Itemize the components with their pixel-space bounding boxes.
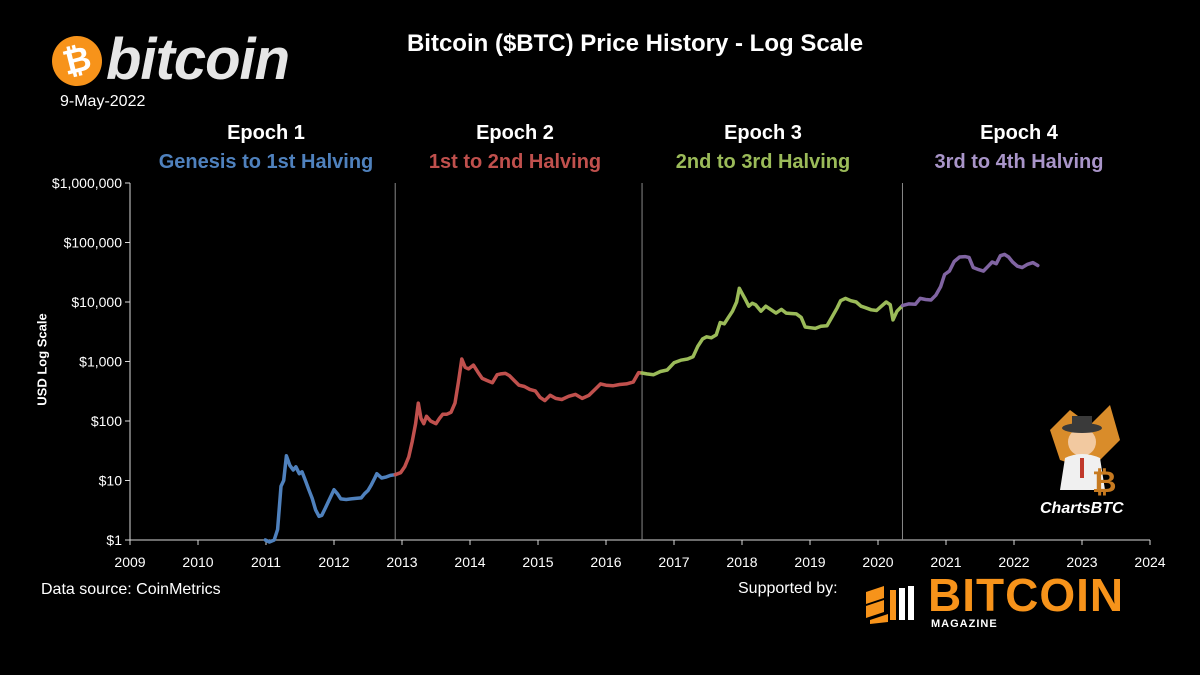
chartsbtc-label: ChartsBTC	[1040, 500, 1124, 517]
y-tick-label: $1,000,000	[52, 175, 122, 191]
epoch-4-name: Epoch 4	[980, 122, 1058, 144]
data-source: Data source: CoinMetrics	[41, 581, 221, 598]
y-tick-label: $10,000	[71, 294, 122, 310]
y-tick-label: $1,000	[79, 354, 122, 370]
x-tick-label: 2009	[114, 554, 145, 570]
x-tick-label: 2021	[930, 554, 961, 570]
y-tick-label: $10	[99, 473, 123, 489]
chart-date: 9-May-2022	[60, 93, 146, 110]
y-tick-label: $100	[91, 413, 122, 429]
bitcoin-magazine-wordmark: BITCOIN	[928, 569, 1125, 621]
x-tick-label: 2015	[522, 554, 553, 570]
chart-title: Bitcoin ($BTC) Price History - Log Scale	[406, 30, 864, 57]
x-tick-label: 2010	[182, 554, 213, 570]
x-tick-label: 2023	[1066, 554, 1097, 570]
halving-lines	[394, 183, 903, 540]
x-tick-label: 2018	[726, 554, 757, 570]
x-tick-label: 2011	[251, 554, 281, 570]
x-tick-label: 2022	[998, 554, 1029, 570]
epoch-4-price-line	[900, 252, 1040, 308]
x-tick-label: 2016	[590, 554, 621, 570]
epoch-1-name: Epoch 1	[227, 122, 305, 144]
y-tick-label: $100,000	[64, 235, 123, 251]
y-axis-label: USD Log Scale	[34, 313, 50, 406]
y-tick-label: $1	[106, 532, 122, 548]
epoch-2-header: Epoch 2 1st to 2nd Halving	[365, 122, 665, 174]
bitcoin-magazine-mark-icon	[866, 586, 914, 624]
x-tick-label: 2020	[862, 554, 893, 570]
bitcoin-magazine-subtitle: MAGAZINE	[931, 618, 998, 630]
epoch-2-name: Epoch 2	[476, 122, 554, 144]
x-tick-label: 2013	[386, 554, 417, 570]
supported-by-label: Supported by:	[738, 580, 838, 597]
x-tick-labels: 2009 2010 2011 2012 2013 2014 2015 2016 2017 2018…	[114, 554, 1165, 570]
y-tick-labels: $1 $10 $100 $1,000 $10,000 $100,000 $1,000,000	[52, 175, 122, 548]
epoch-2-price-line	[393, 357, 644, 477]
epoch-1-header: Epoch 1 Genesis to 1st Halving	[116, 122, 416, 174]
epoch-4-desc: 3rd to 4th Halving	[934, 151, 1104, 173]
x-tick-label: 2014	[454, 554, 485, 570]
epoch-3-desc: 2nd to 3rd Halving	[675, 151, 851, 173]
epoch-3-price-line	[640, 286, 905, 377]
bitcoin-logo-wordmark: bitcoin	[106, 27, 290, 92]
price-series	[263, 252, 1040, 544]
x-tick-label: 2017	[658, 554, 689, 570]
svg-text:₿: ₿	[1092, 465, 1116, 500]
x-tick-label: 2024	[1134, 554, 1165, 570]
epoch-4-header: Epoch 4 3rd to 4th Halving	[869, 122, 1169, 174]
x-tick-label: 2012	[318, 554, 349, 570]
x-tick-label: 2019	[794, 554, 825, 570]
epoch-3-name: Epoch 3	[724, 122, 802, 144]
epoch-3-header: Epoch 3 2nd to 3rd Halving	[613, 122, 913, 174]
epoch-2-desc: 1st to 2nd Halving	[428, 151, 602, 173]
epoch-1-price-line	[263, 454, 397, 544]
chartsbtc-mascot-icon: ₿	[1050, 405, 1120, 500]
epoch-1-desc: Genesis to 1st Halving	[158, 151, 374, 173]
chart-axes	[125, 182, 1151, 545]
